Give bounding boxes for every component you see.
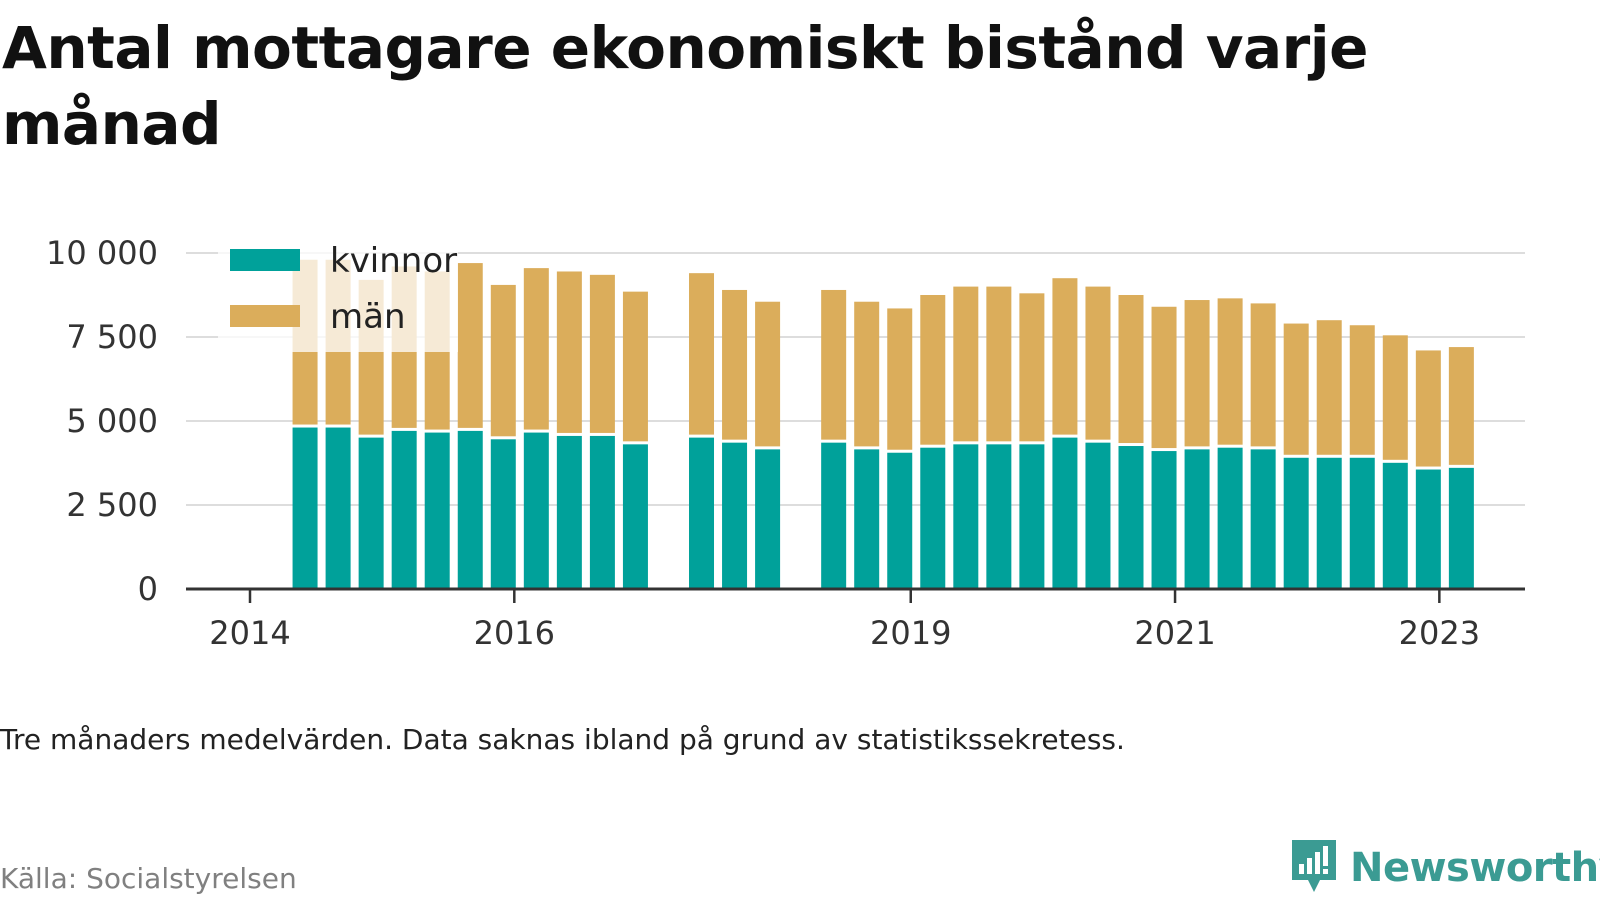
bar-man [722, 289, 748, 440]
bar-kvinnor [854, 449, 880, 589]
bar-man [1448, 347, 1474, 465]
bar-kvinnor [1283, 457, 1309, 589]
y-tick-labels: 0 2 500 5 000 7 500 10 000 [46, 234, 158, 608]
bar-man [1217, 298, 1243, 445]
bar-man [589, 274, 615, 433]
bar-kvinnor [821, 442, 847, 589]
bar-kvinnor [1349, 457, 1375, 589]
legend-swatch [230, 249, 300, 271]
bar-kvinnor [391, 430, 417, 589]
bar-man [1415, 350, 1441, 467]
bar-kvinnor [1382, 462, 1408, 589]
y-tick-label: 2 500 [66, 486, 158, 524]
bar-man [1052, 278, 1078, 435]
chart-note: Tre månaders medelvärden. Data saknas ib… [0, 723, 1125, 756]
bar-man [887, 308, 913, 450]
bar-man [1019, 293, 1045, 442]
bar-kvinnor [953, 444, 979, 589]
bar-kvinnor [325, 427, 351, 589]
bar-kvinnor [986, 444, 1012, 589]
bar-man [1349, 325, 1375, 455]
bar-man [986, 286, 1012, 442]
x-axis: 2014 2016 2019 2021 2023 [186, 587, 1525, 652]
bar-man [1316, 320, 1342, 455]
y-tick-label: 0 [138, 570, 158, 608]
brand-logo[interactable]: Newsworthy [1290, 838, 1600, 898]
bar-kvinnor [1118, 446, 1144, 589]
bar-man [821, 289, 847, 440]
bar-man [1283, 323, 1309, 455]
bar-man [1382, 335, 1408, 460]
legend-swatch [230, 305, 300, 327]
bar-kvinnor [722, 442, 748, 589]
source-label: Källa: Socialstyrelsen [0, 862, 297, 895]
bar-kvinnor [523, 432, 549, 589]
bar-kvinnor [1316, 457, 1342, 589]
bar-man [1184, 300, 1210, 447]
bar-kvinnor [556, 435, 582, 589]
bar-kvinnor [755, 449, 781, 589]
bar-kvinnor [1085, 442, 1111, 589]
bar-kvinnor [1019, 444, 1045, 589]
bar-man [1250, 303, 1276, 447]
bar-kvinnor [490, 439, 516, 589]
y-tick-label: 5 000 [66, 402, 158, 440]
bar-kvinnor [1052, 437, 1078, 589]
bar-kvinnor [1151, 451, 1177, 589]
bar-kvinnor [920, 447, 946, 589]
bar-man [689, 273, 715, 435]
brand-name: Newsworthy [1350, 845, 1600, 891]
bar-man [953, 286, 979, 442]
y-tick-label: 10 000 [46, 234, 158, 272]
bar-kvinnor [1415, 469, 1441, 589]
x-tick-label: 2021 [1134, 614, 1215, 652]
bar-kvinnor [292, 427, 318, 589]
legend: kvinnor män [218, 234, 458, 352]
x-tick-label: 2023 [1399, 614, 1480, 652]
chart-title: Antal mottagare ekonomiskt bistånd varje… [2, 14, 1369, 158]
bar-man [622, 291, 648, 442]
bar-man [854, 301, 880, 447]
bar-man [523, 268, 549, 430]
bar-man [490, 284, 516, 437]
bar-kvinnor [689, 437, 715, 589]
bar-man [457, 263, 483, 428]
y-tick-label: 7 500 [66, 318, 158, 356]
bar-kvinnor [622, 444, 648, 589]
x-tick-label: 2014 [209, 614, 290, 652]
bar-kvinnor [1217, 447, 1243, 589]
bar-man [920, 295, 946, 445]
bar-kvinnor [358, 437, 384, 589]
x-tick-label: 2019 [870, 614, 951, 652]
x-tick-label: 2016 [474, 614, 555, 652]
bar-man [1085, 286, 1111, 440]
bar-kvinnor [1250, 449, 1276, 589]
bar-kvinnor [589, 435, 615, 589]
bar-man [1118, 295, 1144, 444]
bar-kvinnor [1184, 449, 1210, 589]
bar-kvinnor [1448, 467, 1474, 589]
bar-kvinnor [457, 430, 483, 589]
legend-label: kvinnor [330, 241, 457, 281]
newsworthy-logo-icon [1290, 838, 1338, 898]
bar-man [556, 271, 582, 433]
bar-man [755, 301, 781, 447]
bar-kvinnor [887, 452, 913, 589]
bar-man [1151, 306, 1177, 449]
bars [292, 259, 1474, 589]
bar-kvinnor [424, 432, 450, 589]
legend-label: män [330, 297, 406, 337]
